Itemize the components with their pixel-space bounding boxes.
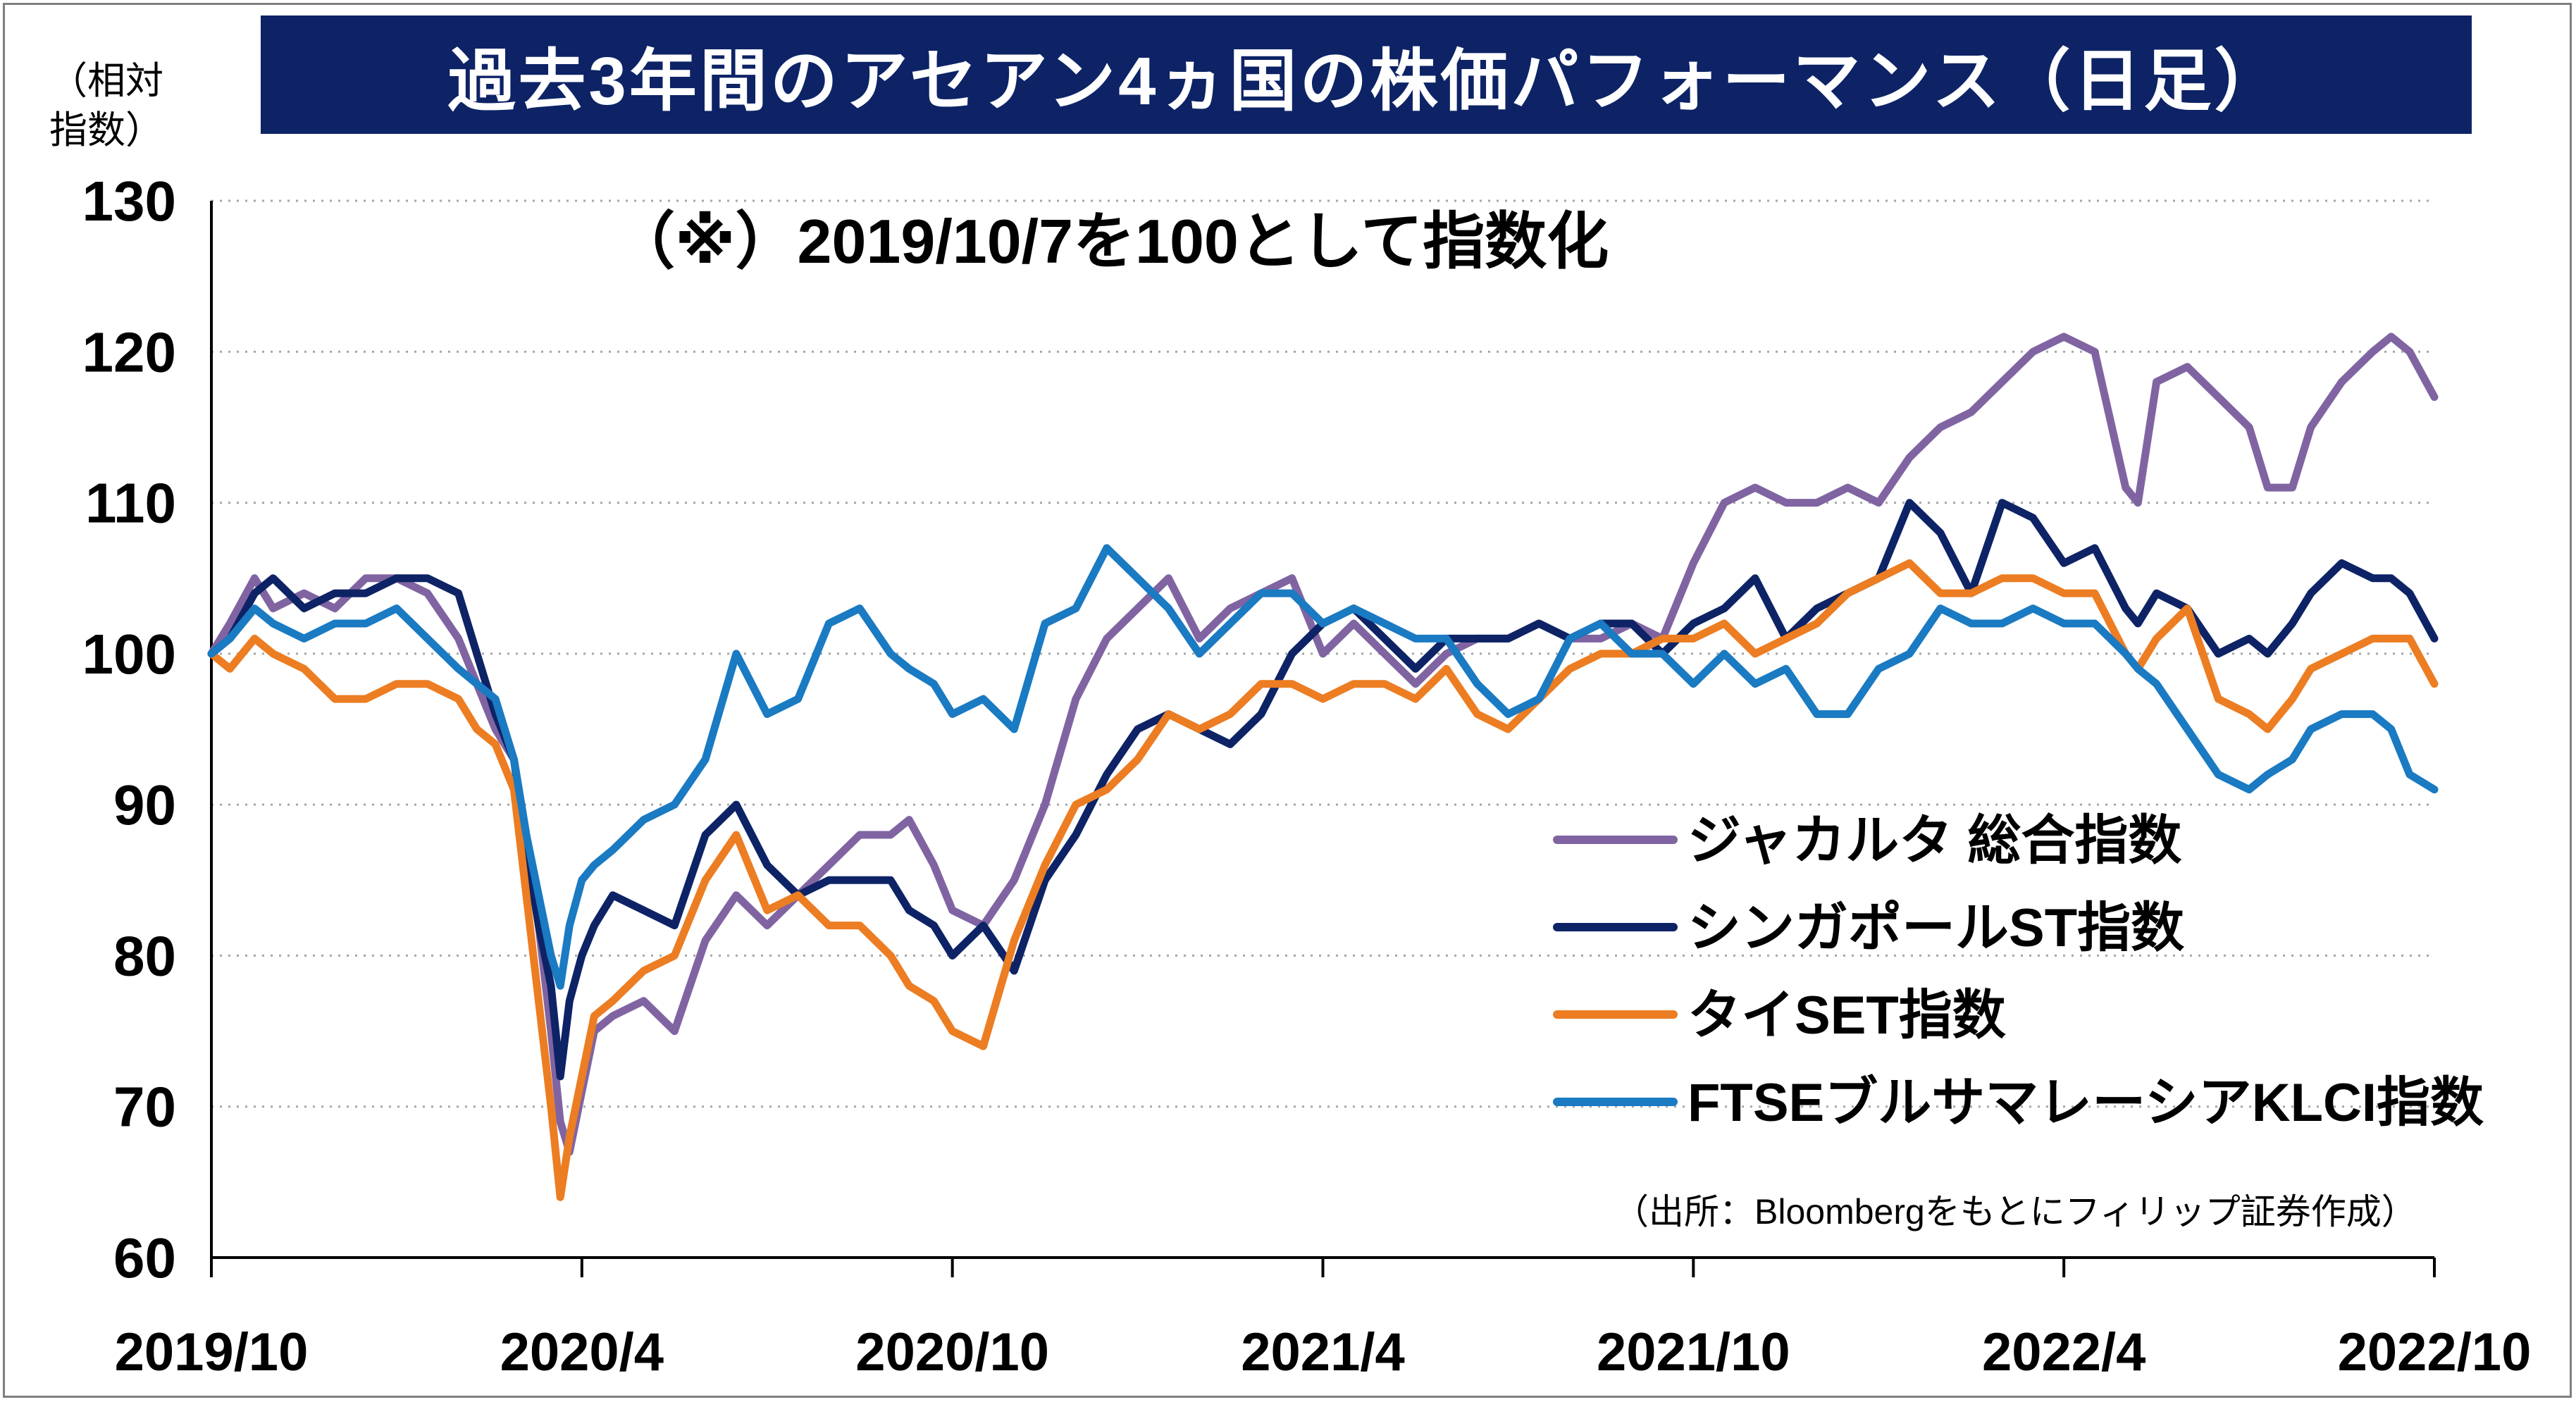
y-tick-label-130: 130 xyxy=(82,170,176,232)
series-lines xyxy=(207,333,2439,1201)
y-tick-label-100: 100 xyxy=(82,623,176,686)
chart-frame xyxy=(3,3,2572,1398)
y-tick-label-80: 80 xyxy=(113,924,176,987)
source-note: （出所：Bloombergをもとにフィリップ証券作成） xyxy=(1614,1192,2417,1232)
legend-label-0: ジャカルタ 総合指数 xyxy=(1688,811,2181,871)
x-tick-label-3: 2021/4 xyxy=(1241,1322,1404,1382)
y-tick-label-70: 70 xyxy=(113,1076,176,1139)
series-line-3 xyxy=(207,544,2439,990)
index-note: （※）2019/10/7を100として指数化 xyxy=(613,206,1609,276)
series-line-2 xyxy=(207,559,2439,1201)
x-tick-label-4: 2021/10 xyxy=(1597,1322,1790,1382)
x-tick-label-0: 2019/10 xyxy=(115,1322,309,1382)
legend-label-2: タイSET指数 xyxy=(1688,986,2006,1046)
y-tick-label-90: 90 xyxy=(113,774,176,836)
series-line-1 xyxy=(207,499,2439,1081)
axes: 60 70 80 90 100 110 120 130 2019/10 2020/4 2020/10… xyxy=(82,170,2532,1382)
legend-label-1: シンガポールST指数 xyxy=(1688,898,2184,958)
x-tick-label-2: 2020/10 xyxy=(855,1322,1049,1382)
x-tick-label-1: 2020/4 xyxy=(500,1322,664,1382)
chart-title: 過去3年間のアセアン4ヵ国の株価パフォーマンス（日足） xyxy=(261,15,2472,134)
x-tick-label-5: 2022/4 xyxy=(1982,1322,2145,1382)
legend-label-3: FTSEブルサマレーシアKLCI指数 xyxy=(1688,1073,2484,1133)
y-tick-label-120: 120 xyxy=(82,321,176,383)
x-tick-label-6: 2022/10 xyxy=(2338,1322,2532,1382)
y-tick-label-60: 60 xyxy=(113,1227,176,1289)
gridlines xyxy=(211,199,2434,1108)
y-tick-label-110: 110 xyxy=(85,472,176,535)
y-axis-label: （相対 指数） xyxy=(49,60,163,151)
